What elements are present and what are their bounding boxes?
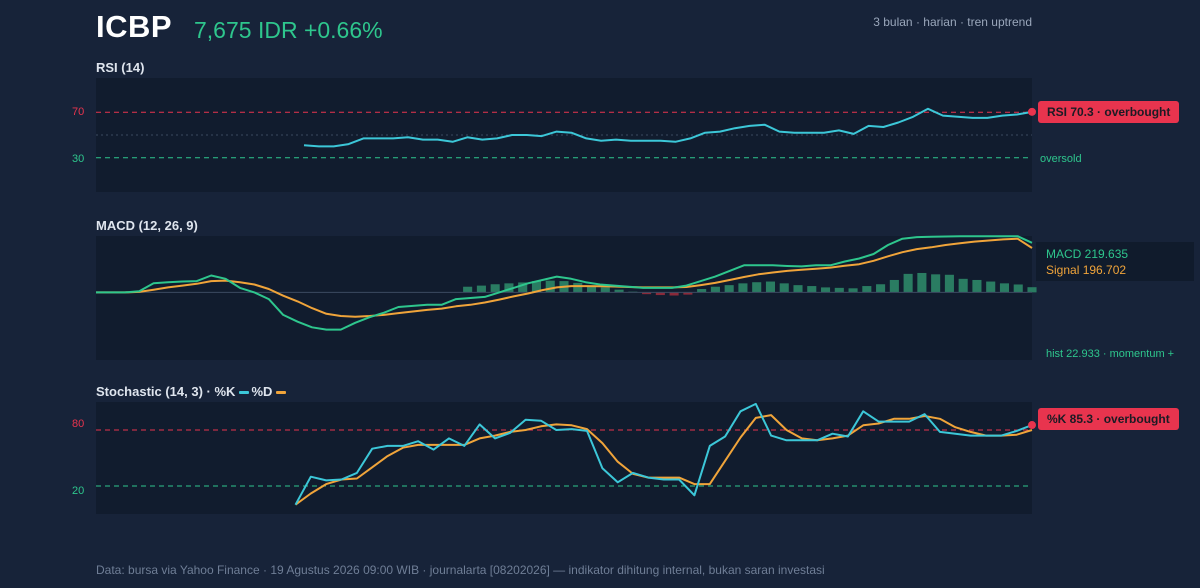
macd-histogram-bar bbox=[765, 281, 776, 293]
stoch-k-line bbox=[294, 402, 1033, 506]
signal-line bbox=[96, 237, 1033, 318]
rsi-tick-30: 30 bbox=[72, 153, 85, 165]
macd-histogram-bar bbox=[958, 278, 968, 293]
stoch-overbought-badge: %K 85.3 · overbought bbox=[1038, 408, 1179, 430]
macd-panel bbox=[96, 235, 1037, 360]
chart-subtitle: 3 bulan · harian · tren uptrend bbox=[873, 15, 1032, 29]
macd-histogram-bar bbox=[642, 292, 652, 295]
macd-histogram-bar bbox=[986, 281, 996, 293]
macd-histogram-bar bbox=[752, 282, 762, 293]
macd-histogram-bar bbox=[876, 284, 886, 293]
macd-histogram-bar bbox=[586, 285, 597, 293]
macd-histogram-bar bbox=[848, 288, 858, 293]
macd-value-box: MACD 219.635 Signal 196.702 bbox=[1036, 242, 1194, 281]
macd-histogram-bar bbox=[463, 286, 473, 293]
macd-histogram-bar bbox=[944, 274, 954, 293]
stoch-d-line bbox=[294, 414, 1033, 506]
macd-histogram-bar bbox=[793, 285, 803, 293]
macd-histogram-bar bbox=[807, 286, 817, 293]
macd-histogram-bar bbox=[710, 286, 720, 293]
price-change: 7,675 IDR +0.66% bbox=[194, 17, 383, 43]
stoch-title-prefix: Stochastic (14, 3) · %K bbox=[96, 384, 236, 399]
d-legend-swatch bbox=[276, 391, 287, 395]
macd-histogram-bar bbox=[573, 282, 583, 293]
macd-histogram-bar bbox=[614, 289, 624, 293]
macd-histogram-bar bbox=[972, 279, 982, 293]
stoch-panel-title: Stochastic (14, 3) · %K %D bbox=[96, 384, 288, 399]
macd-histogram-bar bbox=[490, 284, 500, 293]
macd-histogram-bar bbox=[476, 285, 486, 293]
macd-histogram-bar bbox=[862, 286, 872, 293]
macd-histogram-bar bbox=[999, 283, 1010, 293]
macd-histogram-bar bbox=[917, 272, 927, 293]
macd-histogram-bar bbox=[1013, 284, 1023, 293]
macd-histogram-bar bbox=[683, 292, 693, 295]
macd-histogram-bar bbox=[889, 279, 899, 293]
macd-panel-background bbox=[96, 236, 1032, 360]
rsi-line bbox=[303, 107, 1033, 148]
macd-histogram-bar bbox=[669, 292, 679, 296]
macd-histogram-bar bbox=[1027, 287, 1037, 293]
macd-histogram-bar bbox=[518, 282, 528, 293]
macd-panel-title: MACD (12, 26, 9) bbox=[96, 218, 198, 233]
k-legend-swatch bbox=[239, 391, 250, 395]
stoch-panel bbox=[96, 402, 1036, 514]
histogram-value-label: hist 22.933 · momentum + bbox=[1046, 348, 1175, 360]
data-source-footer: Data: bursa via Yahoo Finance · 19 Agust… bbox=[96, 563, 825, 577]
stoch-tick-80: 80 bbox=[72, 418, 85, 430]
macd-histogram-bar bbox=[834, 287, 844, 293]
stoch-last-point bbox=[1028, 421, 1036, 430]
macd-value-label: MACD 219.635 bbox=[1046, 247, 1129, 261]
signal-value-label: Signal 196.702 bbox=[1046, 263, 1127, 277]
ticker-symbol: ICBP bbox=[96, 9, 173, 44]
macd-histogram-bar bbox=[504, 283, 514, 293]
macd-histogram-bar bbox=[545, 280, 555, 293]
macd-line bbox=[96, 235, 1033, 331]
macd-histogram-bar bbox=[820, 287, 831, 293]
stoch-title-d: %D bbox=[251, 384, 273, 399]
rsi-panel bbox=[96, 78, 1036, 192]
macd-histogram-bar bbox=[600, 287, 610, 293]
macd-histogram-bar bbox=[931, 274, 941, 293]
macd-histogram-bar bbox=[531, 281, 542, 293]
macd-histogram-bar bbox=[655, 292, 665, 296]
rsi-tick-70: 70 bbox=[72, 106, 85, 118]
rsi-last-point bbox=[1028, 107, 1036, 116]
rsi-panel-title: RSI (14) bbox=[96, 60, 145, 75]
macd-histogram-bar bbox=[697, 288, 707, 293]
rsi-oversold-label: oversold bbox=[1040, 153, 1082, 165]
macd-histogram-bar bbox=[903, 273, 913, 293]
macd-histogram-bar bbox=[724, 285, 734, 293]
macd-histogram-bar bbox=[779, 283, 789, 293]
macd-histogram-bar bbox=[738, 283, 748, 293]
stoch-tick-20: 20 bbox=[72, 485, 85, 497]
rsi-overbought-badge: RSI 70.3 · overbought bbox=[1038, 101, 1180, 123]
